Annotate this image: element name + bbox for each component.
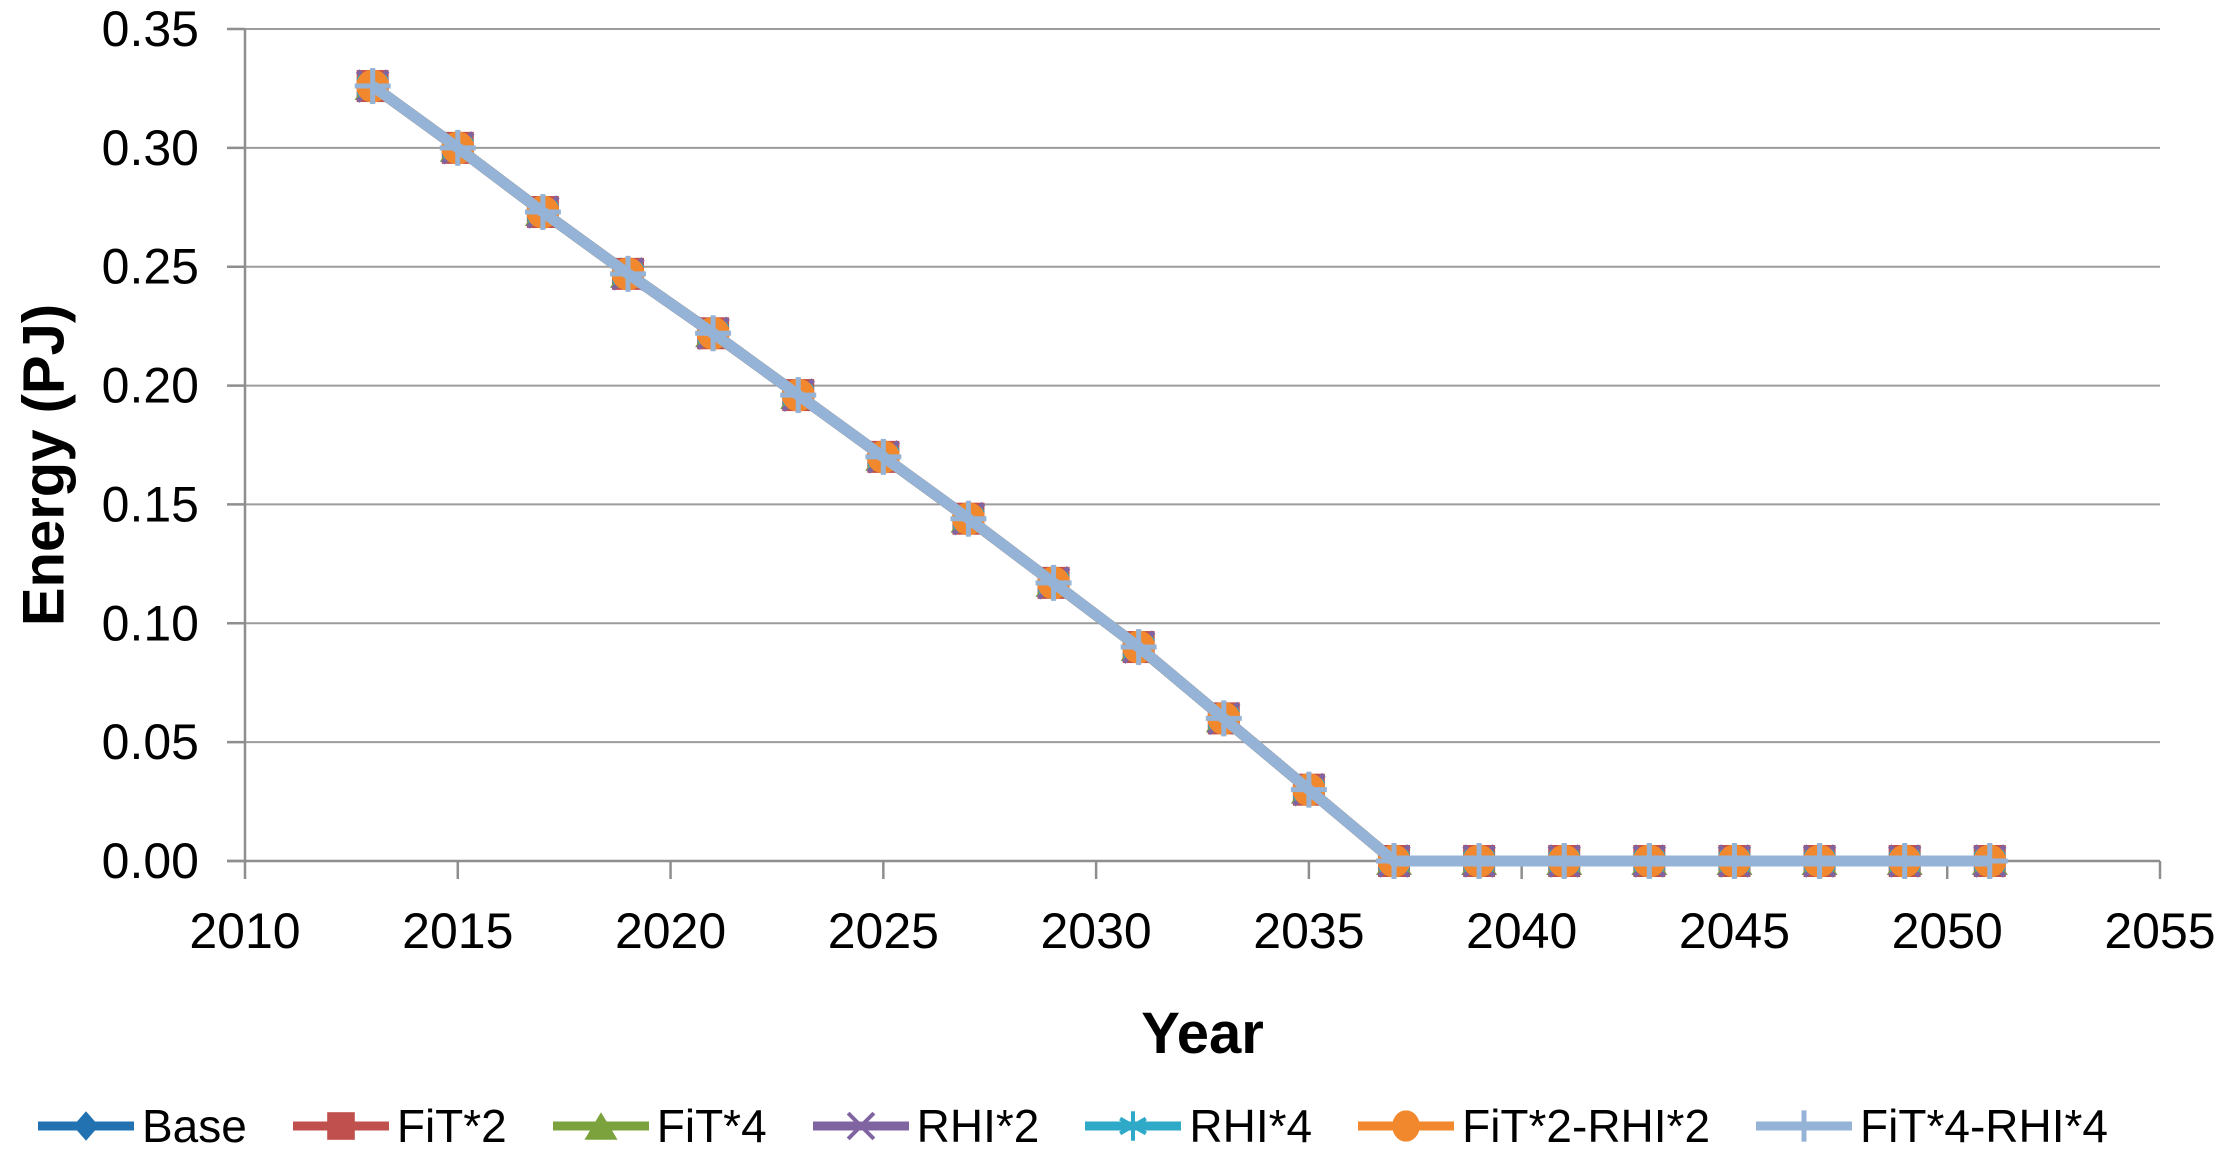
series-line xyxy=(369,81,1990,867)
legend-swatch-asterisk-icon xyxy=(1085,1111,1182,1141)
plot-area: 0.00 0.05 0.10 0.15 0.20 0.25 0.30 0.35 2010 2015… xyxy=(102,1,2216,959)
legend-swatch-triangle-icon xyxy=(552,1112,649,1140)
legend-label: Base xyxy=(142,1100,247,1152)
series-RHI*4 xyxy=(356,69,2007,878)
x-tick-label: 2020 xyxy=(615,903,726,959)
marker-plus xyxy=(1461,843,1498,879)
x-tick-label: 2025 xyxy=(828,903,939,959)
legend-item-FiT*2: FiT*2 xyxy=(291,1094,507,1158)
legend-label: RHI*2 xyxy=(916,1100,1040,1152)
x-tick-label: 2015 xyxy=(402,903,513,959)
series-line xyxy=(369,81,1990,867)
legend-marker-diamond xyxy=(73,1111,99,1141)
legend-marker-square xyxy=(327,1112,355,1140)
marker-plus xyxy=(439,129,476,166)
legend-item-Base: Base xyxy=(36,1094,247,1158)
legend-item-FiT*2-RHI*2: FiT*2-RHI*2 xyxy=(1356,1094,1710,1158)
x-tick-label: 2030 xyxy=(1040,903,1151,959)
legend-item-RHI*4: RHI*4 xyxy=(1083,1094,1312,1158)
marker-plus xyxy=(610,255,646,292)
legend-swatch-square-icon xyxy=(292,1112,389,1140)
series-FiT*4 xyxy=(354,70,2008,875)
marker-plus xyxy=(1205,700,1242,737)
legend-swatch-plus-icon xyxy=(1756,1110,1853,1142)
legend-marker-plus xyxy=(1788,1110,1820,1142)
series-line xyxy=(369,81,1990,867)
legend: Base FiT*2 FiT*4 RHI*2 RHI*4 FiT*2-RHI*2 FiT*4… xyxy=(36,1094,2220,1158)
legend-marker-circle xyxy=(1392,1110,1420,1142)
legend-label: FiT*2-RHI*2 xyxy=(1462,1100,1711,1152)
legend-item-FiT*4-RHI*4: FiT*4-RHI*4 xyxy=(1754,1094,2108,1158)
legend-marker-asterisk xyxy=(1119,1111,1148,1141)
series-FiT*4-RHI*4 xyxy=(354,68,2008,879)
marker-plus xyxy=(1716,843,1753,879)
marker-plus xyxy=(695,315,732,352)
marker-plus xyxy=(354,68,391,105)
series-FiT*2-RHI*2 xyxy=(356,69,2007,878)
y-tick-label: 0.30 xyxy=(102,120,199,176)
y-tick-label: 0.10 xyxy=(102,595,199,651)
x-tick-label: 2010 xyxy=(189,903,300,959)
marker-plus xyxy=(1035,564,1072,601)
legend-swatch-x-icon xyxy=(812,1111,909,1141)
legend-label: FiT*4 xyxy=(656,1100,767,1152)
x-tick-label: 2040 xyxy=(1466,903,1577,959)
series-line xyxy=(369,81,1990,867)
marker-plus xyxy=(1886,843,1923,879)
y-tick-label: 0.15 xyxy=(102,476,199,532)
y-tick-label: 0.35 xyxy=(102,1,199,57)
series-line xyxy=(369,81,1990,867)
legend-item-FiT*4: FiT*4 xyxy=(551,1094,767,1158)
x-tick-label: 2035 xyxy=(1253,903,1364,959)
y-tick-label: 0.05 xyxy=(102,714,199,770)
legend-label: FiT*2 xyxy=(396,1100,507,1152)
x-axis-title: Year xyxy=(1141,1001,1264,1066)
x-tick-label: 2045 xyxy=(1679,903,1790,959)
series-line xyxy=(369,81,1990,867)
marker-plus xyxy=(1120,629,1157,666)
y-axis-title: Energy (PJ) xyxy=(11,303,77,627)
marker-plus xyxy=(1631,843,1668,879)
y-tick-label: 0.00 xyxy=(102,833,199,889)
marker-plus xyxy=(1290,771,1327,808)
y-tick-label: 0.20 xyxy=(102,358,199,414)
series-RHI*2 xyxy=(355,69,2007,878)
x-tick-label: 2055 xyxy=(2104,903,2215,959)
legend-marker-x xyxy=(846,1111,875,1141)
x-tick-label: 2050 xyxy=(1892,903,2003,959)
legend-label: FiT*4-RHI*4 xyxy=(1860,1100,2108,1152)
y-tick-label: 0.25 xyxy=(102,239,199,295)
legend-marker-triangle xyxy=(584,1112,618,1140)
marker-plus xyxy=(1801,843,1838,879)
legend-swatch-diamond-icon xyxy=(38,1111,134,1141)
marker-plus xyxy=(950,500,987,537)
marker-plus xyxy=(865,438,902,475)
legend-swatch-circle-icon xyxy=(1358,1110,1455,1142)
marker-plus xyxy=(1546,843,1583,879)
marker-plus xyxy=(1971,843,2008,879)
series-Base xyxy=(357,71,2005,876)
series-line xyxy=(369,81,1990,867)
marker-plus xyxy=(1376,843,1412,879)
legend-item-RHI*2: RHI*2 xyxy=(811,1094,1040,1158)
marker-plus xyxy=(524,194,561,231)
series-FiT*2 xyxy=(356,70,2006,877)
marker-plus xyxy=(780,377,817,414)
legend-label: RHI*4 xyxy=(1189,1100,1313,1152)
